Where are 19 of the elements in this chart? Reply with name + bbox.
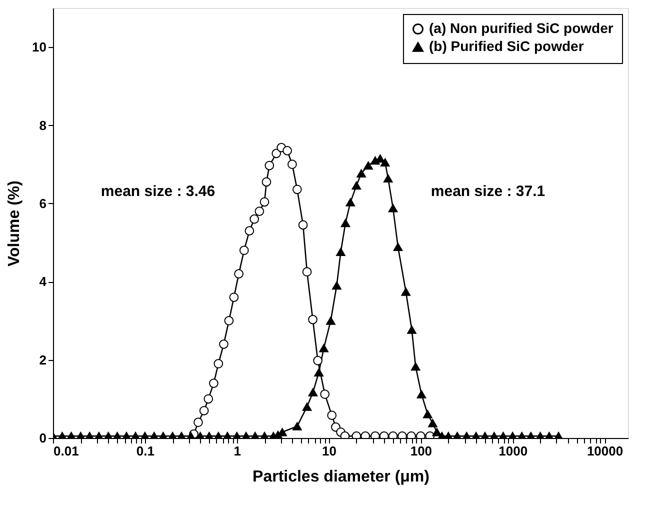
x-tick-label: 10 xyxy=(322,444,336,458)
y-tick-label: 0 xyxy=(39,430,46,446)
annotation: mean size : 3.46 xyxy=(100,183,216,200)
legend-label: (a) Non purified SiC powder xyxy=(429,20,614,36)
legend-label: (b) Purified SiC powder xyxy=(429,38,584,54)
x-tick-label: 1000 xyxy=(498,444,528,458)
y-tick-label: 10 xyxy=(32,40,46,55)
x-tick-label: 0.01 xyxy=(54,444,79,458)
y-tick-label: 2 xyxy=(39,352,46,368)
x-tick-label: 10000 xyxy=(586,444,624,458)
x-tick-label: 0.1 xyxy=(136,444,154,458)
y-tick-label: 6 xyxy=(39,196,46,211)
x-tick-label: 100 xyxy=(410,444,432,458)
y-tick-label: 4 xyxy=(39,274,48,290)
y-axis-title: Volume (%) xyxy=(6,180,24,266)
annotation: mean size : 37.1 xyxy=(430,183,546,200)
y-tick-label: 8 xyxy=(39,118,46,133)
x-axis-title: Particles diameter (μm) xyxy=(252,468,430,486)
x-tick-label: 1 xyxy=(234,444,241,458)
